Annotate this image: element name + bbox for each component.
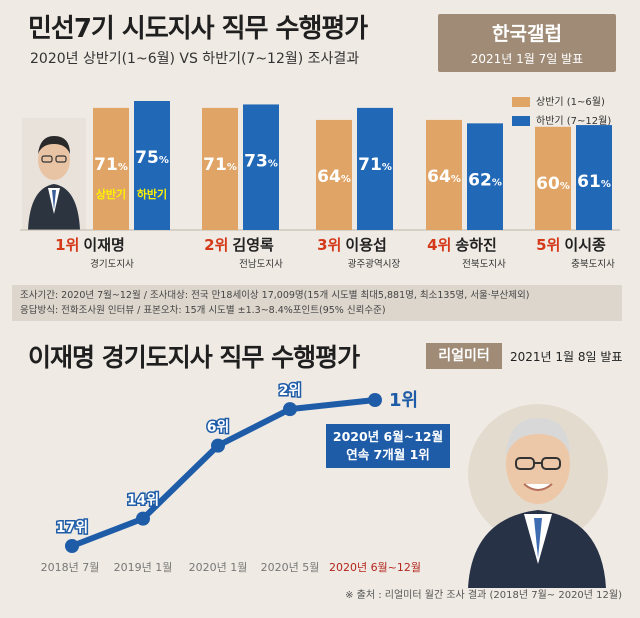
source-badge-title: 한국갤럽 (492, 23, 562, 45)
bar-3-first-half (316, 119, 352, 230)
bar-chart: 71% 75% 71% 73%64%71% 64% 62% 60% 61%상반기 하반기 (20, 101, 620, 231)
section-title: 이재명 경기도지사 직무 수행평가 (28, 343, 360, 372)
governor-rank-label: 4위 송하진 (402, 234, 522, 255)
rank-point (65, 539, 79, 553)
rank-point (283, 402, 297, 417)
legend-swatch-second-half (512, 116, 530, 126)
rank-number: 4위 (427, 236, 452, 254)
bar-inner-label-second-half: 하반기 (137, 187, 167, 201)
governor-rank-label: 3위 이용섭 (292, 234, 412, 255)
x-tick-label: 2019년 1월 (114, 561, 173, 574)
x-tick-label: 2020년 5월 (261, 561, 320, 574)
governor-portrait-2 (468, 404, 608, 588)
rank-point (211, 438, 225, 453)
governor-region: 경기도지사 (90, 259, 134, 270)
bar-1-first-half (93, 107, 129, 230)
legend-label-second-half: 하반기 (7~12월) (536, 116, 612, 127)
bar-inner-label-first-half: 상반기 (96, 187, 126, 201)
realmeter-date: 2021년 1월 8일 발표 (510, 350, 623, 364)
governor-region: 광주광역시장 (347, 259, 401, 270)
legend-label-first-half: 상반기 (1~6월) (536, 97, 605, 108)
bar-4-second-half (467, 123, 503, 230)
bar-5-second-half (576, 125, 612, 230)
realmeter-badge: 리얼미터 (426, 343, 502, 369)
callout-line-1: 2020년 6월~12월 (332, 429, 444, 444)
callout-line-2: 연속 7개월 1위 (346, 447, 430, 462)
source-badge: 한국갤럽 2021년 1월 7일 발표 (438, 14, 616, 72)
rank-point-label: 14위 (127, 493, 159, 509)
rank-number: 1위 (55, 236, 80, 254)
legend-first-half: 상반기 (1~6월) (512, 93, 605, 108)
bar-5-first-half (535, 126, 571, 230)
survey-notes: 조사기간: 2020년 7월~12월 / 조사대상: 전국 만18세이상 17,… (12, 285, 622, 321)
governor-rank-label: 2위 김영록 (179, 234, 299, 255)
rank-number: 5위 (536, 236, 561, 254)
governor-name: 김영록 (232, 236, 274, 254)
x-tick-label: 2018년 7월 (41, 561, 100, 574)
rank-point-label: 2위 (279, 383, 302, 399)
bar-1-second-half (134, 101, 170, 230)
rank-point-label: 6위 (207, 420, 230, 436)
governor-name: 송하진 (455, 236, 497, 254)
legend-second-half: 하반기 (7~12월) (512, 112, 611, 127)
survey-notes-line-2: 응답방식: 전화조사원 인터뷰 / 표본오차: 15개 시도별 ±1.3~8.4… (20, 305, 386, 316)
bar-3-second-half (357, 107, 393, 230)
bar-2-second-half (243, 104, 279, 230)
rank-point-label: 17위 (56, 520, 88, 536)
rank-point (368, 393, 382, 407)
source-note: ※ 출처 : 리얼미터 월간 조사 결과 (2018년 7월~ 2020년 12… (345, 590, 622, 601)
governor-portrait-1 (22, 118, 86, 230)
x-tick-label: 2020년 6월~12월 (329, 561, 421, 574)
rank-number: 2위 (204, 236, 229, 254)
governor-name: 이시종 (564, 236, 606, 254)
x-tick-label: 2020년 1월 (189, 561, 248, 574)
governor-region: 전북도지사 (462, 259, 506, 270)
governor-name: 이재명 (83, 236, 125, 254)
page-title: 민선7기 시도지사 직무 수행평가 (28, 14, 368, 44)
governor-region: 충북도지사 (571, 259, 615, 270)
rank-point-label: 1위 (389, 390, 418, 411)
governor-region: 전남도지사 (239, 259, 283, 270)
survey-notes-line-1: 조사기간: 2020년 7월~12월 / 조사대상: 전국 만18세이상 17,… (20, 290, 530, 301)
rank-number: 3위 (317, 236, 342, 254)
governor-rank-label: 1위 이재명 (30, 234, 150, 255)
source-badge-date: 2021년 1월 7일 발표 (470, 52, 584, 66)
governor-rank-label: 5위 이시종 (511, 234, 631, 255)
rank-point (136, 511, 150, 526)
governor-name: 이용섭 (345, 236, 387, 254)
bar-2-first-half (202, 107, 238, 230)
legend-swatch-first-half (512, 97, 530, 107)
streak-callout: 2020년 6월~12월 연속 7개월 1위 (326, 424, 450, 468)
bar-4-first-half (426, 119, 462, 230)
page-subtitle: 2020년 상반기(1~6월) VS 하반기(7~12월) 조사결과 (30, 51, 360, 67)
